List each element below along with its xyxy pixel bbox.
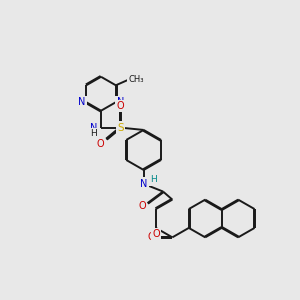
Text: N: N — [78, 97, 85, 107]
Text: O: O — [117, 101, 124, 111]
Text: N: N — [140, 179, 147, 189]
Text: H: H — [90, 129, 97, 138]
Text: N: N — [90, 123, 97, 133]
Text: O: O — [97, 139, 104, 149]
Text: N: N — [117, 97, 124, 107]
Text: O: O — [138, 201, 146, 211]
Text: O: O — [148, 232, 155, 242]
Text: S: S — [117, 123, 124, 133]
Text: CH₃: CH₃ — [128, 75, 144, 84]
Text: H: H — [150, 176, 157, 184]
Text: O: O — [152, 229, 160, 239]
